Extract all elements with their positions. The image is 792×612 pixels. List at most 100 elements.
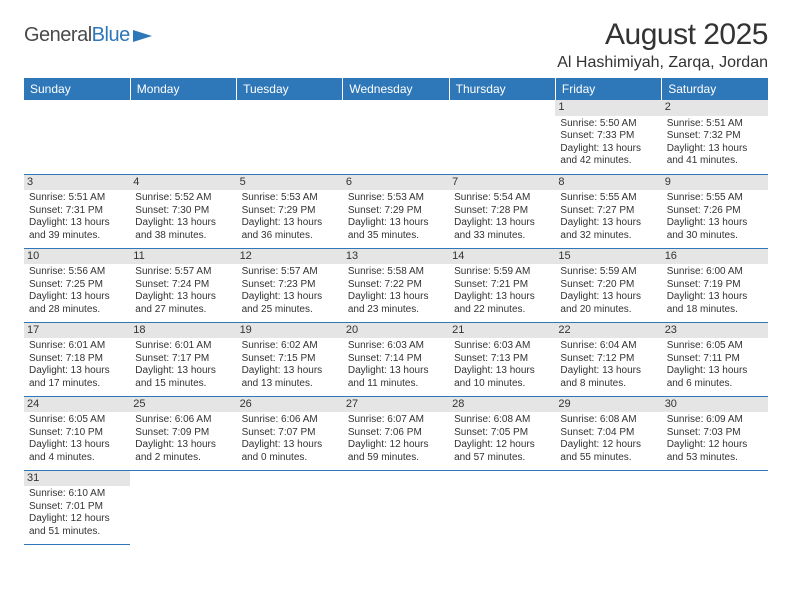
calendar-day: 9Sunrise: 5:55 AMSunset: 7:26 PMDaylight… [662,174,768,248]
day-number: 4 [130,175,236,191]
calendar-empty [130,100,236,174]
daylight-line: Daylight: 13 hours and 33 minutes. [454,217,550,242]
sunrise-line: Sunrise: 6:07 AM [348,414,444,427]
day-body: Sunrise: 5:54 AMSunset: 7:28 PMDaylight:… [453,192,551,242]
sunrise-line: Sunrise: 6:10 AM [29,488,125,501]
sunrise-line: Sunrise: 6:08 AM [454,414,550,427]
daylight-line: Daylight: 13 hours and 10 minutes. [454,365,550,390]
daylight-line: Daylight: 12 hours and 59 minutes. [348,439,444,464]
day-body: Sunrise: 5:52 AMSunset: 7:30 PMDaylight:… [134,192,232,242]
calendar-day: 19Sunrise: 6:02 AMSunset: 7:15 PMDayligh… [237,322,343,396]
daylight-line: Daylight: 13 hours and 25 minutes. [242,291,338,316]
day-body: Sunrise: 6:01 AMSunset: 7:18 PMDaylight:… [28,340,126,390]
day-number: 23 [662,323,768,339]
logo-text: GeneralBlue [24,24,130,47]
day-number: 18 [130,323,236,339]
calendar-empty [449,470,555,544]
sunrise-line: Sunrise: 5:59 AM [454,266,550,279]
logo-word2: Blue [92,24,130,46]
sunset-line: Sunset: 7:11 PM [667,353,763,366]
day-number: 16 [662,249,768,265]
day-number: 7 [449,175,555,191]
calendar-empty [343,100,449,174]
daylight-line: Daylight: 12 hours and 55 minutes. [560,439,656,464]
calendar-day: 20Sunrise: 6:03 AMSunset: 7:14 PMDayligh… [343,322,449,396]
day-number: 5 [237,175,343,191]
sunset-line: Sunset: 7:31 PM [29,205,125,218]
calendar-day: 23Sunrise: 6:05 AMSunset: 7:11 PMDayligh… [662,322,768,396]
calendar-empty [237,470,343,544]
location: Al Hashimiyah, Zarqa, Jordan [557,54,768,72]
calendar-day: 17Sunrise: 6:01 AMSunset: 7:18 PMDayligh… [24,322,130,396]
day-body: Sunrise: 6:09 AMSunset: 7:03 PMDaylight:… [666,414,764,464]
sunset-line: Sunset: 7:26 PM [667,205,763,218]
sunset-line: Sunset: 7:10 PM [29,427,125,440]
daylight-line: Daylight: 13 hours and 0 minutes. [242,439,338,464]
sunrise-line: Sunrise: 6:03 AM [454,340,550,353]
calendar-day: 28Sunrise: 6:08 AMSunset: 7:05 PMDayligh… [449,396,555,470]
sunrise-line: Sunrise: 5:54 AM [454,192,550,205]
sunset-line: Sunset: 7:27 PM [560,205,656,218]
sunset-line: Sunset: 7:20 PM [560,279,656,292]
sunset-line: Sunset: 7:13 PM [454,353,550,366]
sunrise-line: Sunrise: 6:06 AM [242,414,338,427]
day-number: 29 [555,397,661,413]
sunrise-line: Sunrise: 5:51 AM [29,192,125,205]
calendar-day: 11Sunrise: 5:57 AMSunset: 7:24 PMDayligh… [130,248,236,322]
calendar-empty [24,100,130,174]
sunset-line: Sunset: 7:06 PM [348,427,444,440]
day-body: Sunrise: 6:05 AMSunset: 7:11 PMDaylight:… [666,340,764,390]
sunrise-line: Sunrise: 6:04 AM [560,340,656,353]
day-body: Sunrise: 5:59 AMSunset: 7:21 PMDaylight:… [453,266,551,316]
day-number: 22 [555,323,661,339]
sunset-line: Sunset: 7:15 PM [242,353,338,366]
day-number: 15 [555,249,661,265]
header: GeneralBlue August 2025 Al Hashimiyah, Z… [24,18,768,72]
flag-icon [132,28,154,44]
sunset-line: Sunset: 7:25 PM [29,279,125,292]
day-number: 27 [343,397,449,413]
calendar-day: 26Sunrise: 6:06 AMSunset: 7:07 PMDayligh… [237,396,343,470]
calendar-day: 1Sunrise: 5:50 AMSunset: 7:33 PMDaylight… [555,100,661,174]
calendar-week: 10Sunrise: 5:56 AMSunset: 7:25 PMDayligh… [24,248,768,322]
daylight-line: Daylight: 13 hours and 32 minutes. [560,217,656,242]
daylight-line: Daylight: 13 hours and 42 minutes. [560,143,656,168]
sunset-line: Sunset: 7:22 PM [348,279,444,292]
calendar-week: 17Sunrise: 6:01 AMSunset: 7:18 PMDayligh… [24,322,768,396]
sunset-line: Sunset: 7:19 PM [667,279,763,292]
sunset-line: Sunset: 7:28 PM [454,205,550,218]
sunrise-line: Sunrise: 6:01 AM [135,340,231,353]
calendar-day: 7Sunrise: 5:54 AMSunset: 7:28 PMDaylight… [449,174,555,248]
sunrise-line: Sunrise: 5:55 AM [667,192,763,205]
day-number: 28 [449,397,555,413]
sunrise-line: Sunrise: 5:57 AM [242,266,338,279]
day-body: Sunrise: 6:03 AMSunset: 7:13 PMDaylight:… [453,340,551,390]
day-body: Sunrise: 5:59 AMSunset: 7:20 PMDaylight:… [559,266,657,316]
calendar-day: 4Sunrise: 5:52 AMSunset: 7:30 PMDaylight… [130,174,236,248]
day-number: 30 [662,397,768,413]
weekday-header: Sunday [24,78,130,100]
daylight-line: Daylight: 12 hours and 57 minutes. [454,439,550,464]
day-body: Sunrise: 5:51 AMSunset: 7:32 PMDaylight:… [666,118,764,168]
calendar-day: 24Sunrise: 6:05 AMSunset: 7:10 PMDayligh… [24,396,130,470]
day-body: Sunrise: 6:01 AMSunset: 7:17 PMDaylight:… [134,340,232,390]
calendar-empty [237,100,343,174]
sunrise-line: Sunrise: 6:05 AM [29,414,125,427]
calendar-empty [130,470,236,544]
calendar-day: 30Sunrise: 6:09 AMSunset: 7:03 PMDayligh… [662,396,768,470]
sunset-line: Sunset: 7:21 PM [454,279,550,292]
calendar-day: 22Sunrise: 6:04 AMSunset: 7:12 PMDayligh… [555,322,661,396]
sunset-line: Sunset: 7:09 PM [135,427,231,440]
sunrise-line: Sunrise: 5:56 AM [29,266,125,279]
sunrise-line: Sunrise: 6:06 AM [135,414,231,427]
day-body: Sunrise: 6:06 AMSunset: 7:07 PMDaylight:… [241,414,339,464]
day-number: 9 [662,175,768,191]
calendar-day: 25Sunrise: 6:06 AMSunset: 7:09 PMDayligh… [130,396,236,470]
weekday-header: Wednesday [343,78,449,100]
sunrise-line: Sunrise: 5:55 AM [560,192,656,205]
day-number: 1 [555,100,661,116]
sunset-line: Sunset: 7:30 PM [135,205,231,218]
day-body: Sunrise: 6:00 AMSunset: 7:19 PMDaylight:… [666,266,764,316]
daylight-line: Daylight: 12 hours and 51 minutes. [29,513,125,538]
calendar-day: 10Sunrise: 5:56 AMSunset: 7:25 PMDayligh… [24,248,130,322]
